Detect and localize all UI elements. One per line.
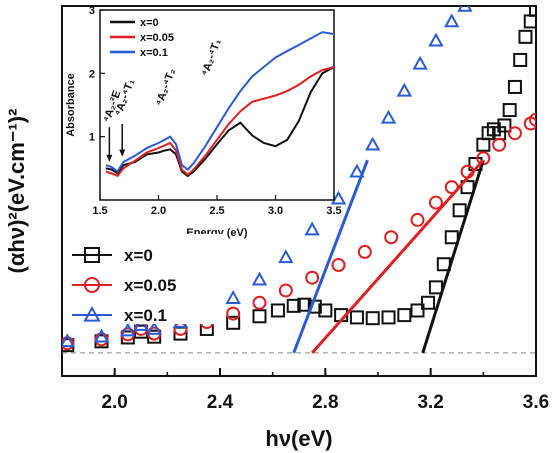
data-point <box>278 249 294 264</box>
inset-x-tick-label: 2.5 <box>209 205 224 217</box>
data-point <box>305 270 320 285</box>
inset-x-tick-label: 1.5 <box>92 205 107 217</box>
data-point <box>492 137 507 152</box>
data-point <box>270 303 285 318</box>
data-point <box>225 290 241 304</box>
data-point <box>251 271 268 286</box>
data-point <box>428 280 443 295</box>
x-tick-label: 2.4 <box>207 392 234 413</box>
inset-y-tick-label: 1 <box>89 132 95 144</box>
data-point <box>304 221 320 236</box>
data-point <box>410 212 425 227</box>
inset-legend-label: x=0.1 <box>140 47 168 59</box>
data-point <box>523 14 536 29</box>
data-point <box>133 317 149 331</box>
data-point <box>428 32 444 47</box>
data-point <box>380 109 397 124</box>
inset-y-axis-title: Absorbance <box>65 73 77 137</box>
legend-label: x=0 <box>124 246 153 265</box>
data-point <box>421 295 436 310</box>
inset-y-tick-label: 3 <box>89 5 95 17</box>
data-point <box>444 13 460 28</box>
inset-background <box>100 10 334 200</box>
inset-series-line <box>105 66 335 178</box>
data-point <box>120 322 136 337</box>
inset-arrow-head <box>106 154 113 162</box>
data-point <box>507 79 522 94</box>
fit-line <box>311 159 485 354</box>
data-point <box>444 230 459 245</box>
data-point <box>529 6 536 17</box>
data-point <box>286 298 301 313</box>
data-point <box>318 303 333 318</box>
x-tick-label: 3.2 <box>417 392 443 413</box>
data-point <box>396 82 413 97</box>
data-point <box>397 308 412 323</box>
inset-arrow-head <box>119 149 126 157</box>
main-plot-area <box>62 6 536 354</box>
data-point <box>513 52 528 67</box>
data-point <box>357 244 372 259</box>
fit-line <box>421 159 485 354</box>
data-point <box>365 311 380 326</box>
inset-x-tick-label: 2.0 <box>151 205 166 217</box>
x-tick-label: 2.0 <box>101 392 127 413</box>
data-point <box>331 258 346 272</box>
inset-series-line <box>105 66 335 178</box>
x-axis-title: hν(eV) <box>265 426 332 451</box>
data-point <box>529 112 536 127</box>
data-point <box>252 309 267 324</box>
y-axis-title: (αhν)²(eV.cm⁻¹)² <box>4 109 29 274</box>
inset-series-line <box>105 31 335 173</box>
data-point <box>502 103 517 118</box>
data-point <box>410 303 425 318</box>
data-point <box>476 137 491 152</box>
data-point <box>381 310 396 325</box>
data-point <box>146 320 162 335</box>
data-point <box>62 333 75 348</box>
data-point <box>349 163 365 178</box>
inset-legend-label: x=0.05 <box>140 32 174 44</box>
data-point <box>297 297 312 312</box>
data-point <box>428 195 443 210</box>
series-x-0 <box>62 6 536 353</box>
series-x-0-1 <box>62 6 473 348</box>
data-point <box>330 190 347 205</box>
inset-x-tick-label: 3.5 <box>326 205 341 217</box>
legend-marker <box>84 247 100 263</box>
data-point <box>497 118 512 133</box>
fit-line <box>292 159 369 354</box>
legend-marker <box>83 305 101 322</box>
data-point <box>457 6 473 12</box>
data-point <box>365 136 381 151</box>
data-point <box>384 230 399 245</box>
inset-y-tick-label: 2 <box>89 68 95 80</box>
data-point <box>518 29 533 44</box>
data-point <box>412 55 428 70</box>
data-point <box>349 310 364 325</box>
legend-label: x=0.05 <box>124 276 176 295</box>
x-tick-label: 3.6 <box>523 392 549 413</box>
data-point <box>507 126 522 141</box>
data-point <box>278 283 293 298</box>
data-point <box>226 306 241 321</box>
data-point <box>94 332 109 347</box>
main-plot-frame <box>61 5 537 377</box>
inset-x-tick-label: 3.0 <box>268 205 283 217</box>
data-point <box>252 295 267 310</box>
data-point <box>93 328 110 343</box>
inset-legend-label: x=0 <box>140 17 159 29</box>
legend-label: x=0.1 <box>124 306 167 325</box>
legend-marker <box>84 277 100 293</box>
x-tick-label: 2.8 <box>312 392 338 413</box>
data-point <box>452 203 467 218</box>
data-point <box>226 315 241 330</box>
